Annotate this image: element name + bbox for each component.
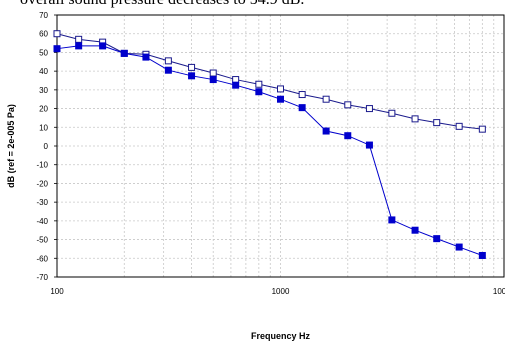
data-point (298, 104, 306, 112)
series-line-2 (56, 45, 483, 256)
y-tick-label: -40 (36, 217, 48, 226)
data-point (255, 88, 263, 96)
series-line-1 (56, 33, 483, 130)
y-tick-label: 20 (39, 105, 48, 114)
y-tick-label: -60 (36, 254, 48, 263)
data-point (433, 235, 441, 243)
y-tick-label: 10 (39, 123, 48, 132)
data-point (75, 35, 83, 43)
series-group (53, 30, 486, 259)
data-point (433, 119, 441, 127)
data-point (120, 49, 128, 57)
x-tick-label: 1000 (272, 287, 290, 296)
data-point (322, 95, 330, 103)
data-point (298, 91, 306, 99)
y-tick-label: 30 (39, 86, 48, 95)
x-tick-label: 10000 (493, 287, 505, 296)
data-point (478, 251, 486, 259)
data-point (99, 42, 107, 50)
x-axis-title: Frequency Hz (251, 331, 311, 341)
y-tick-label: -70 (36, 273, 48, 282)
x-axis-ticks: 100 1000 10000 (50, 287, 505, 296)
data-point (322, 127, 330, 135)
y-tick-label: -50 (36, 236, 48, 245)
y-tick-label: 60 (39, 30, 48, 39)
data-point (53, 30, 61, 38)
y-tick-label: -10 (36, 161, 48, 170)
data-point (53, 45, 61, 53)
data-point (209, 76, 217, 84)
data-point (277, 85, 284, 93)
data-point (209, 69, 217, 77)
data-point (255, 80, 263, 88)
data-point (164, 66, 172, 74)
data-point (365, 141, 373, 149)
y-tick-label: 50 (39, 48, 48, 57)
caption-text: overall sound pressure decreases to 54.9… (20, 0, 304, 9)
data-point (388, 216, 396, 224)
y-axis-ticks: 70 60 50 40 30 20 10 0 -10 -20 -30 -40 -50 -60 -70 (36, 11, 57, 282)
y-tick-label: 0 (44, 142, 49, 151)
data-point (365, 105, 373, 113)
y-tick-label: 70 (39, 11, 48, 20)
data-point (478, 125, 486, 133)
data-point (164, 57, 172, 65)
data-point (455, 122, 463, 130)
data-point (388, 109, 396, 117)
y-axis-title: dB (ref = 2e-005 Pa) (6, 104, 16, 188)
data-point (188, 72, 196, 80)
data-point (344, 101, 352, 109)
data-point (411, 115, 419, 123)
data-point (277, 95, 284, 103)
data-point (455, 243, 463, 251)
data-point (188, 63, 196, 71)
x-tick-label: 100 (50, 287, 64, 296)
data-point (344, 132, 352, 140)
data-point (232, 81, 240, 89)
data-point (75, 42, 83, 50)
y-tick-label: -20 (36, 179, 48, 188)
data-point (142, 53, 150, 61)
y-tick-label: -30 (36, 198, 48, 207)
y-tick-label: 40 (39, 67, 48, 76)
data-point (232, 76, 240, 84)
data-point (411, 226, 419, 234)
